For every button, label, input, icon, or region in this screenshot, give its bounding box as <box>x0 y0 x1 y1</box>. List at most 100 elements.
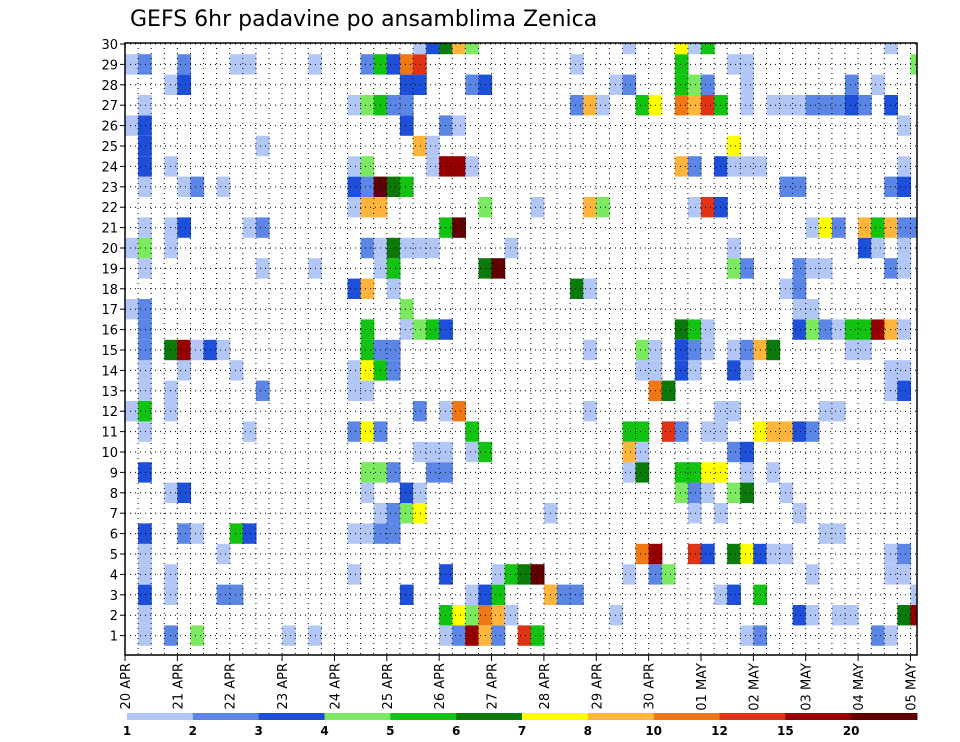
legend-swatch <box>522 713 589 720</box>
legend-swatch <box>456 713 523 720</box>
heatmap-cell <box>701 74 715 95</box>
heatmap-cell <box>164 217 178 238</box>
heatmap-cell <box>740 339 754 361</box>
heatmap-cell <box>347 421 362 442</box>
heatmap-cell <box>570 584 584 605</box>
heatmap-cell <box>504 564 519 585</box>
heatmap-cell <box>399 54 414 75</box>
heatmap-cell <box>530 197 545 218</box>
x-tick-label: 24 APR <box>329 663 344 709</box>
heatmap-cell <box>779 482 794 503</box>
heatmap-cell <box>164 625 178 646</box>
heatmap-cell <box>897 564 912 585</box>
y-tick-label: 14 <box>101 364 118 379</box>
heatmap-cell <box>164 482 178 503</box>
legend-label: 2 <box>189 724 197 738</box>
y-tick-label: 9 <box>110 466 118 481</box>
heatmap-cell <box>845 74 859 95</box>
heatmap-cell <box>779 421 794 442</box>
heatmap-cell <box>360 197 375 218</box>
heatmap-cell <box>661 421 676 442</box>
heatmap-cell <box>740 258 754 279</box>
heatmap-cell <box>452 217 466 238</box>
heatmap-cell <box>910 217 917 238</box>
heatmap-cell <box>347 95 362 116</box>
heatmap-cell <box>740 625 754 646</box>
heatmap-cell <box>871 625 885 646</box>
heatmap-cell <box>138 339 152 361</box>
x-tick-label: 03 MAY <box>800 663 815 711</box>
heatmap-cell <box>386 54 401 75</box>
heatmap-cell <box>255 380 270 401</box>
legend-swatch <box>587 713 655 720</box>
heatmap-cell <box>426 156 440 177</box>
heatmap-cell <box>491 625 506 646</box>
heatmap-cell <box>360 339 375 361</box>
heatmap-cell <box>897 237 912 259</box>
heatmap-cell <box>190 523 205 544</box>
heatmap-cell <box>138 421 152 442</box>
x-tick-label: 30 APR <box>643 663 658 709</box>
heatmap-cell <box>164 380 178 401</box>
y-tick-label: 12 <box>101 405 118 420</box>
y-tick-label: 27 <box>101 99 118 114</box>
heatmap-cell <box>727 482 741 503</box>
heatmap-cell <box>701 319 715 340</box>
heatmap-cell <box>452 625 466 646</box>
y-tick-label: 7 <box>110 507 118 522</box>
heatmap-cell <box>740 462 754 483</box>
heatmap-cell <box>138 299 152 320</box>
heatmap-cell <box>766 95 781 116</box>
heatmap-cell <box>884 380 898 401</box>
heatmap-cell <box>386 176 401 197</box>
heatmap-cell <box>242 217 257 238</box>
heatmap-cell <box>884 95 898 116</box>
chart-title: GEFS 6hr padavine po ansamblima Zenica <box>130 7 597 32</box>
heatmap-cell <box>635 95 650 116</box>
y-tick-label: 21 <box>101 222 118 237</box>
heatmap-cell <box>439 462 453 483</box>
heatmap-cell <box>740 360 754 381</box>
legend-swatch <box>851 713 918 720</box>
heatmap-cell <box>871 217 885 238</box>
heatmap-cell <box>517 564 532 585</box>
heatmap-cell <box>897 543 912 565</box>
heatmap-cell <box>701 95 715 116</box>
heatmap-cell <box>413 237 427 259</box>
heatmap-cell <box>674 95 689 116</box>
y-tick-label: 6 <box>110 528 118 543</box>
heatmap-cell <box>792 258 807 279</box>
heatmap-cell <box>347 197 362 218</box>
y-tick-label: 13 <box>101 385 118 400</box>
heatmap-cell <box>792 95 807 116</box>
heatmap-cell <box>452 115 466 136</box>
heatmap-cell <box>609 605 624 626</box>
legend-label: 4 <box>320 724 328 738</box>
y-tick-label: 19 <box>101 262 118 277</box>
heatmap-cell <box>491 584 506 605</box>
heatmap-cell <box>884 258 898 279</box>
legend-swatch <box>192 713 260 720</box>
heatmap-cell <box>360 54 375 75</box>
heatmap-cell <box>386 503 401 524</box>
heatmap-cell <box>674 462 689 483</box>
x-axis: 20 APR 21 APR 22 APR 23 APR 24 APR 25 APR 26 A… <box>119 655 920 711</box>
heatmap-cell <box>439 401 453 422</box>
heatmap-cell <box>884 564 898 585</box>
plot-frame <box>124 42 918 656</box>
heatmap-cell <box>727 339 741 361</box>
heatmap-cell <box>138 54 152 75</box>
x-tick-label: 02 MAY <box>747 663 762 711</box>
heatmap-cell <box>727 156 741 177</box>
y-tick-label: 25 <box>101 140 118 155</box>
heatmap-cell <box>125 237 139 259</box>
heatmap-cell <box>687 74 702 95</box>
heatmap-cell <box>229 360 244 381</box>
legend-swatch <box>390 713 457 720</box>
heatmap-cell <box>674 74 689 95</box>
heatmap-cell <box>779 176 794 197</box>
heatmap-cell <box>622 74 637 95</box>
heatmap-cell <box>399 319 414 340</box>
heatmap-cell <box>465 605 480 626</box>
heatmap-cell <box>465 74 480 95</box>
